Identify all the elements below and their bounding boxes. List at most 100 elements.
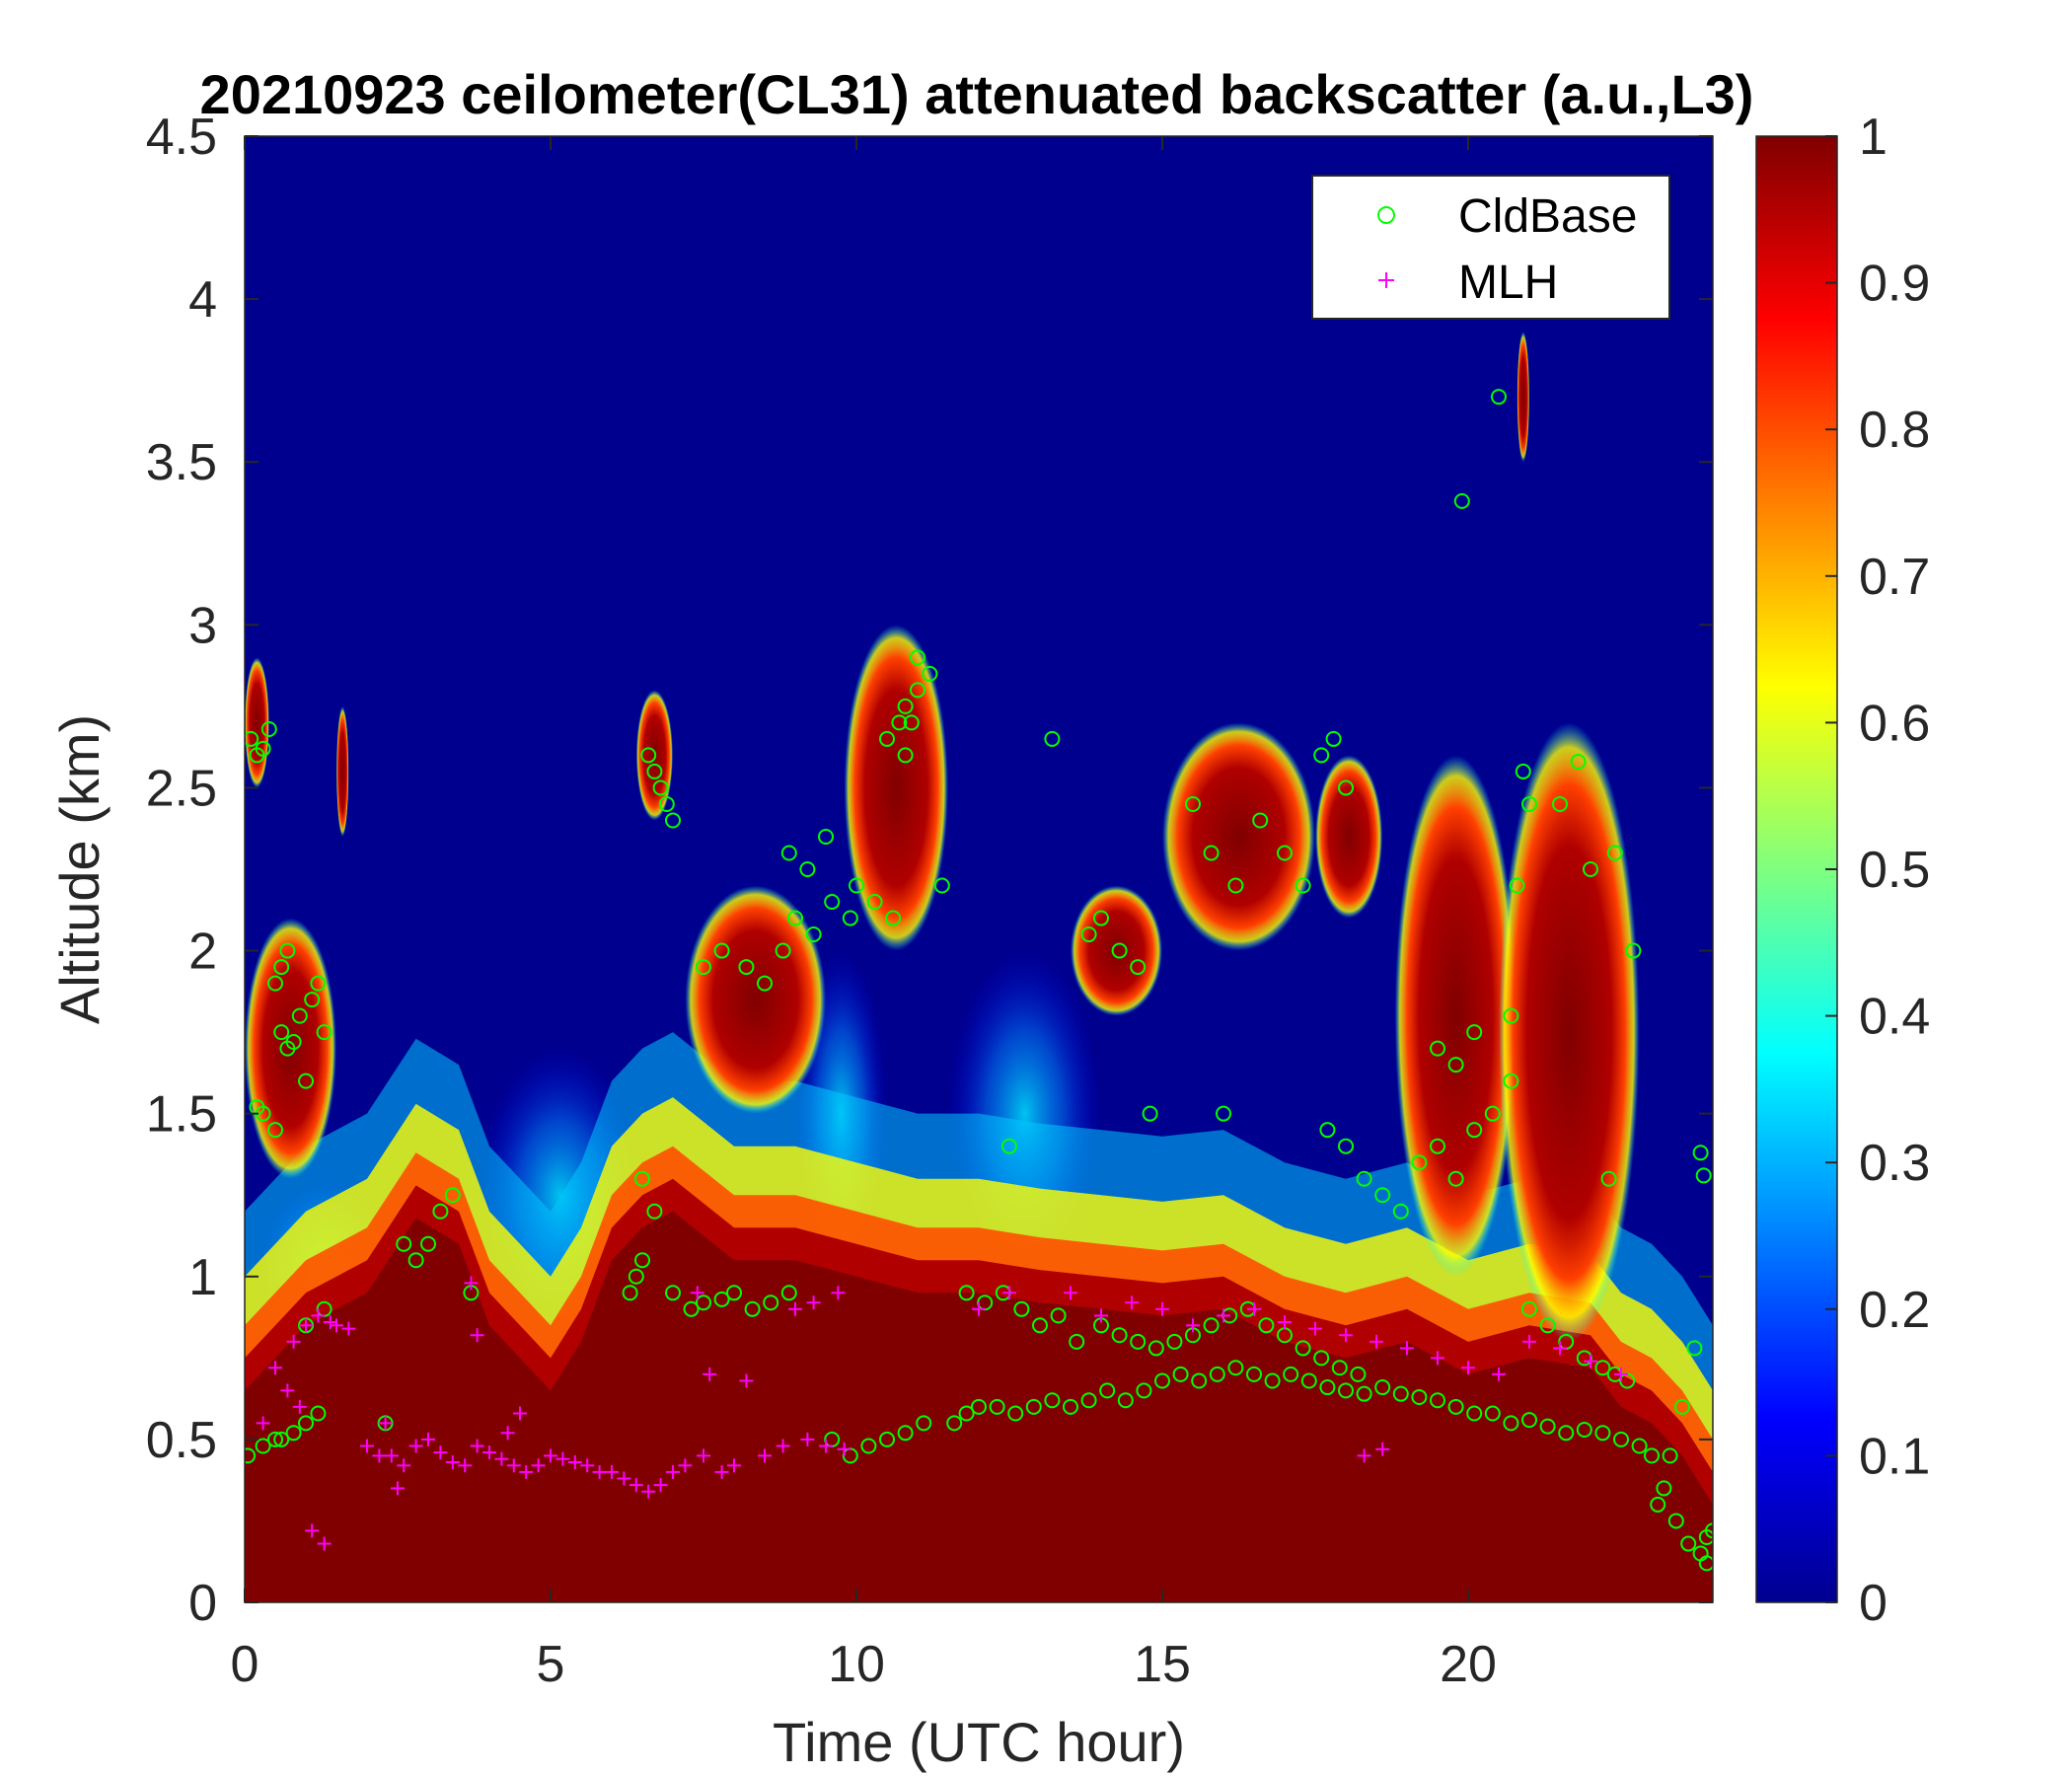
cldbase-point — [1325, 730, 1342, 747]
cldbase-point — [1539, 1418, 1556, 1435]
mlh-point — [1369, 1334, 1383, 1349]
cldbase-point — [713, 1291, 730, 1307]
cldbase-point — [1662, 1447, 1678, 1464]
mlh-point — [666, 1464, 680, 1479]
mlh-point — [445, 1455, 460, 1470]
cldbase-point — [1203, 1317, 1220, 1334]
cldbase-point — [1185, 795, 1201, 812]
colorbar-tick-label: 0.4 — [1859, 989, 1930, 1046]
cldbase-point — [1503, 1073, 1519, 1089]
cldbase-point — [818, 828, 834, 845]
mlh-point — [580, 1458, 595, 1473]
mlh-point — [629, 1478, 643, 1493]
cldbase-point — [1300, 1372, 1317, 1389]
colorbar-tick-label: 0.7 — [1859, 549, 1930, 606]
colorbar-tick-label: 0.9 — [1859, 256, 1930, 313]
cldbase-point — [1093, 910, 1109, 926]
cldbase-point — [273, 959, 290, 976]
cldbase-point — [1583, 861, 1598, 877]
cldbase-point — [1227, 877, 1244, 894]
mlh-point — [1357, 1448, 1371, 1463]
cldbase-point — [1430, 1138, 1445, 1154]
mlh-point — [500, 1426, 515, 1441]
cldbase-point — [726, 1285, 742, 1301]
cldbase-point — [1594, 1425, 1611, 1442]
colorbar-tick-label: 0.8 — [1859, 402, 1930, 459]
cldbase-point — [1295, 1340, 1311, 1357]
cldbase-point — [1521, 1300, 1537, 1317]
cldbase-point — [866, 894, 883, 911]
cldbase-point — [910, 682, 925, 699]
cldbase-point — [634, 1170, 650, 1187]
mlh-point — [519, 1464, 534, 1479]
cldbase-point — [245, 730, 259, 747]
cldbase-point — [1447, 1057, 1464, 1073]
cldbase-point — [1099, 1382, 1116, 1399]
cldbase-point — [1650, 1496, 1666, 1513]
cldbase-point — [971, 1398, 987, 1415]
legend-cldbase-label: CldBase — [1458, 190, 1637, 243]
cldbase-point — [1576, 1421, 1592, 1438]
mlh-point — [800, 1432, 815, 1446]
cldbase-point — [738, 959, 755, 976]
colorbar-tick-label: 0.3 — [1859, 1135, 1930, 1192]
mlh-point — [739, 1373, 754, 1388]
cldbase-point — [1209, 1366, 1225, 1382]
cldbase-point — [1392, 1385, 1409, 1402]
mlh-point — [531, 1458, 546, 1473]
y-axis-label: Altitude (km) — [48, 714, 111, 1024]
cldbase-point — [316, 1024, 333, 1041]
cldbase-point — [1203, 845, 1220, 861]
cloud-layer — [844, 625, 948, 951]
cldbase-point — [696, 959, 711, 976]
mlh-point — [617, 1471, 631, 1486]
mlh-point — [776, 1439, 790, 1453]
cldbase-point — [763, 1295, 779, 1311]
cldbase-point — [1013, 1300, 1030, 1317]
mlh-point — [1584, 1354, 1597, 1369]
cldbase-point — [891, 714, 908, 731]
cldbase-point — [1430, 1392, 1445, 1409]
cldbase-point — [1613, 1431, 1629, 1447]
cldbase-point — [780, 845, 797, 861]
cldbase-point — [634, 1252, 650, 1269]
mlh-point — [494, 1451, 509, 1466]
mlh-point — [678, 1458, 693, 1473]
cldbase-point — [903, 714, 920, 731]
mlh-point — [641, 1484, 656, 1499]
cldbase-point — [1466, 1122, 1483, 1139]
x-axis-label: Time (UTC hour) — [773, 1711, 1185, 1773]
mlh-point — [280, 1383, 295, 1398]
cldbase-point — [787, 910, 803, 926]
mlh-point — [433, 1445, 448, 1460]
cldbase-point — [1216, 1105, 1231, 1122]
cldbase-point — [1111, 942, 1128, 959]
cldbase-point — [860, 1438, 877, 1454]
cldbase-point — [1447, 1398, 1464, 1415]
mlh-point — [378, 1416, 393, 1431]
cldbase-point — [1680, 1535, 1697, 1552]
cldbase-point — [1032, 1317, 1048, 1334]
mlh-point — [567, 1455, 582, 1470]
mlh-point — [256, 1416, 270, 1431]
cldbase-point — [1552, 795, 1568, 812]
mlh-point — [837, 1442, 851, 1456]
cldbase-point — [1466, 1405, 1483, 1422]
cldbase-point — [267, 1122, 283, 1139]
cldbase-point — [260, 721, 277, 738]
mlh-point — [592, 1464, 607, 1479]
cldbase-point — [1695, 1167, 1712, 1184]
cloud-layer — [1315, 755, 1383, 919]
mlh-point — [605, 1464, 619, 1479]
cldbase-point — [933, 877, 950, 894]
cldbase-point — [879, 1431, 895, 1447]
cldbase-point — [1025, 1398, 1042, 1415]
colorbar-gradient — [1755, 135, 1838, 1603]
cldbase-point — [1491, 389, 1507, 406]
mlh-point — [323, 1315, 337, 1330]
cldbase-point — [805, 926, 822, 943]
cloud-layer — [1162, 722, 1315, 951]
mlh-point — [1522, 1334, 1536, 1349]
cldbase-point — [1277, 845, 1293, 861]
y-tick-label: 3.5 — [146, 434, 217, 491]
